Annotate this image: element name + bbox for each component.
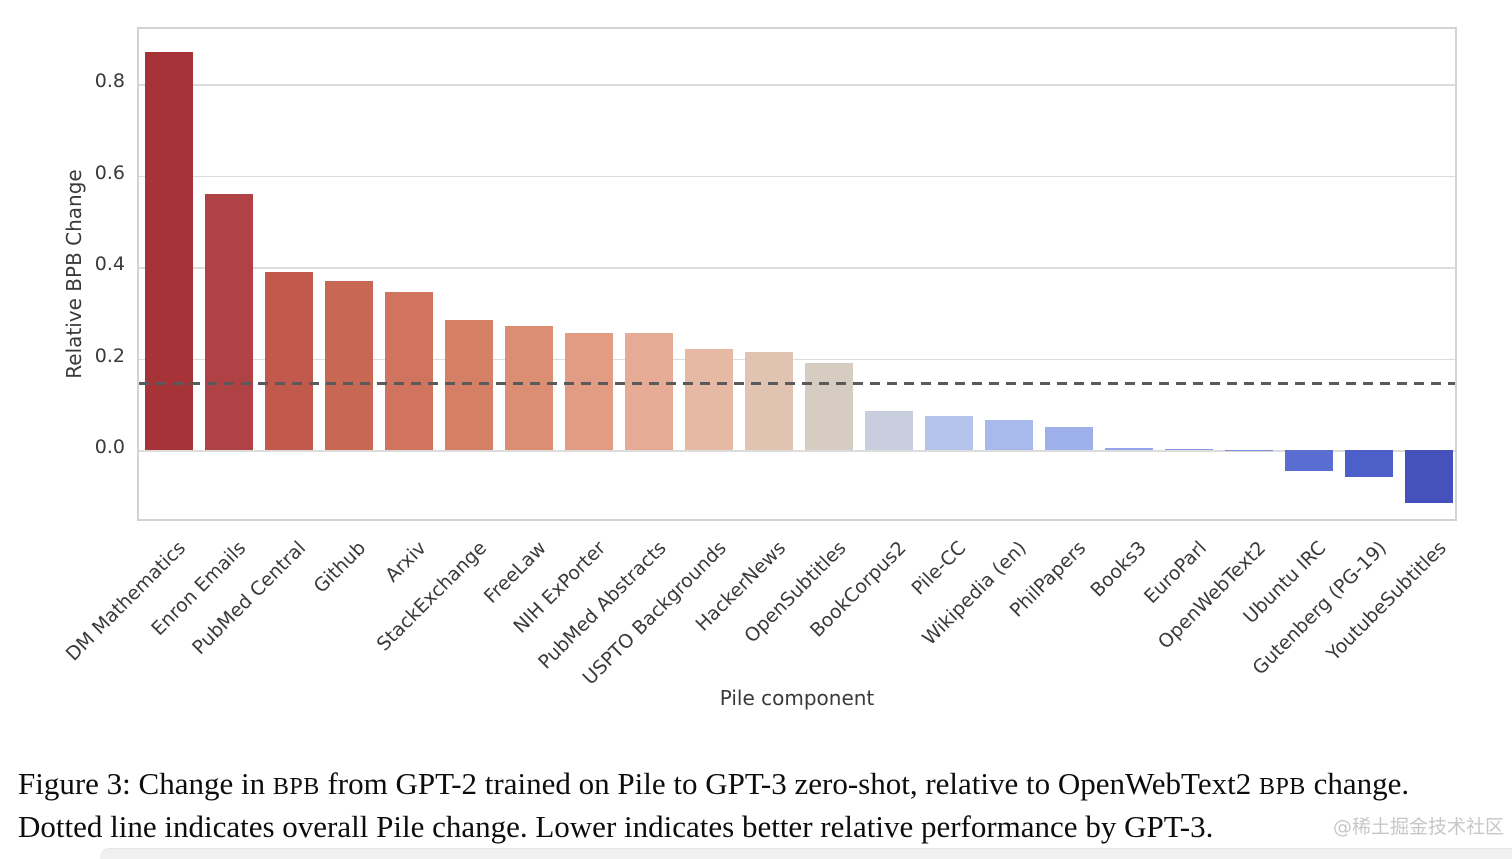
bar-ubuntu-irc (1285, 450, 1333, 471)
x-tick-label: Wikipedia (en) (917, 537, 1031, 650)
y-tick-0.2: 0.2 (94, 344, 125, 367)
bar-arxiv (385, 292, 433, 450)
bar-github (325, 280, 373, 450)
bar-pile-cc (925, 415, 973, 450)
caption-smallcaps-bpb: BPB (272, 774, 320, 800)
y-tick-0.8: 0.8 (94, 70, 125, 92)
gridline-y-0.6 (139, 175, 1455, 177)
bar-gutenberg-pg-19 (1345, 450, 1393, 478)
gridline-y-0.0 (139, 450, 1455, 452)
x-tick-label: StackExchange (372, 537, 491, 656)
bar-uspto-backgrounds (685, 349, 733, 450)
bar-philpapers (1045, 427, 1093, 450)
bar-enron-emails (205, 193, 253, 450)
x-tick-label: PubMed Central (188, 537, 311, 660)
bar-wikipedia-en (985, 420, 1033, 450)
x-tick-label: Arxiv (381, 537, 431, 587)
caption-text: change. (1305, 766, 1410, 801)
bar-bookcorpus2 (865, 411, 913, 450)
bar-freelaw (505, 326, 553, 450)
gridline-y-0.4 (139, 267, 1455, 269)
bar-pubmed-central (265, 271, 313, 450)
watermark: @稀土掘金技术社区 (1332, 816, 1504, 838)
bar-pubmed-abstracts (625, 333, 673, 450)
bar-europarl (1165, 449, 1213, 450)
bar-dm-mathematics (145, 51, 193, 450)
caption-line-1: Figure 3: Change in BPB from GPT-2 train… (18, 764, 1498, 807)
gridline-y-0.2 (139, 358, 1455, 360)
bottom-strip (100, 848, 1512, 859)
bar-books3 (1105, 448, 1153, 450)
y-tick-0.4: 0.4 (94, 253, 125, 275)
bar-opensubtitles (805, 363, 853, 450)
gridline-y-0.8 (139, 84, 1455, 86)
figure-caption: Figure 3: Change in BPB from GPT-2 train… (18, 764, 1498, 846)
x-tick-label: Github (310, 537, 371, 598)
caption-line-2: Dotted line indicates overall Pile chang… (18, 807, 1498, 846)
x-axis-title: Pile component (719, 686, 875, 710)
bar-youtubesubtitles (1405, 450, 1453, 503)
y-tick-0.6: 0.6 (94, 161, 125, 184)
caption-text: Dotted line indicates overall Pile chang… (18, 809, 1214, 844)
caption-text: Figure 3: Change in (18, 766, 273, 801)
bar-hackernews (745, 351, 793, 450)
caption-smallcaps-bpb: BPB (1258, 774, 1306, 800)
plot-area (137, 27, 1457, 521)
caption-text: from GPT-2 trained on Pile to GPT-3 zero… (319, 766, 1259, 801)
bar-nih-exporter (565, 333, 613, 450)
overall-pile-change-dashed-line (139, 382, 1455, 386)
y-tick-0.0: 0.0 (94, 436, 125, 458)
bar-openwebtext2 (1225, 450, 1273, 451)
x-tick-label: OpenWebText2 (1154, 537, 1271, 654)
